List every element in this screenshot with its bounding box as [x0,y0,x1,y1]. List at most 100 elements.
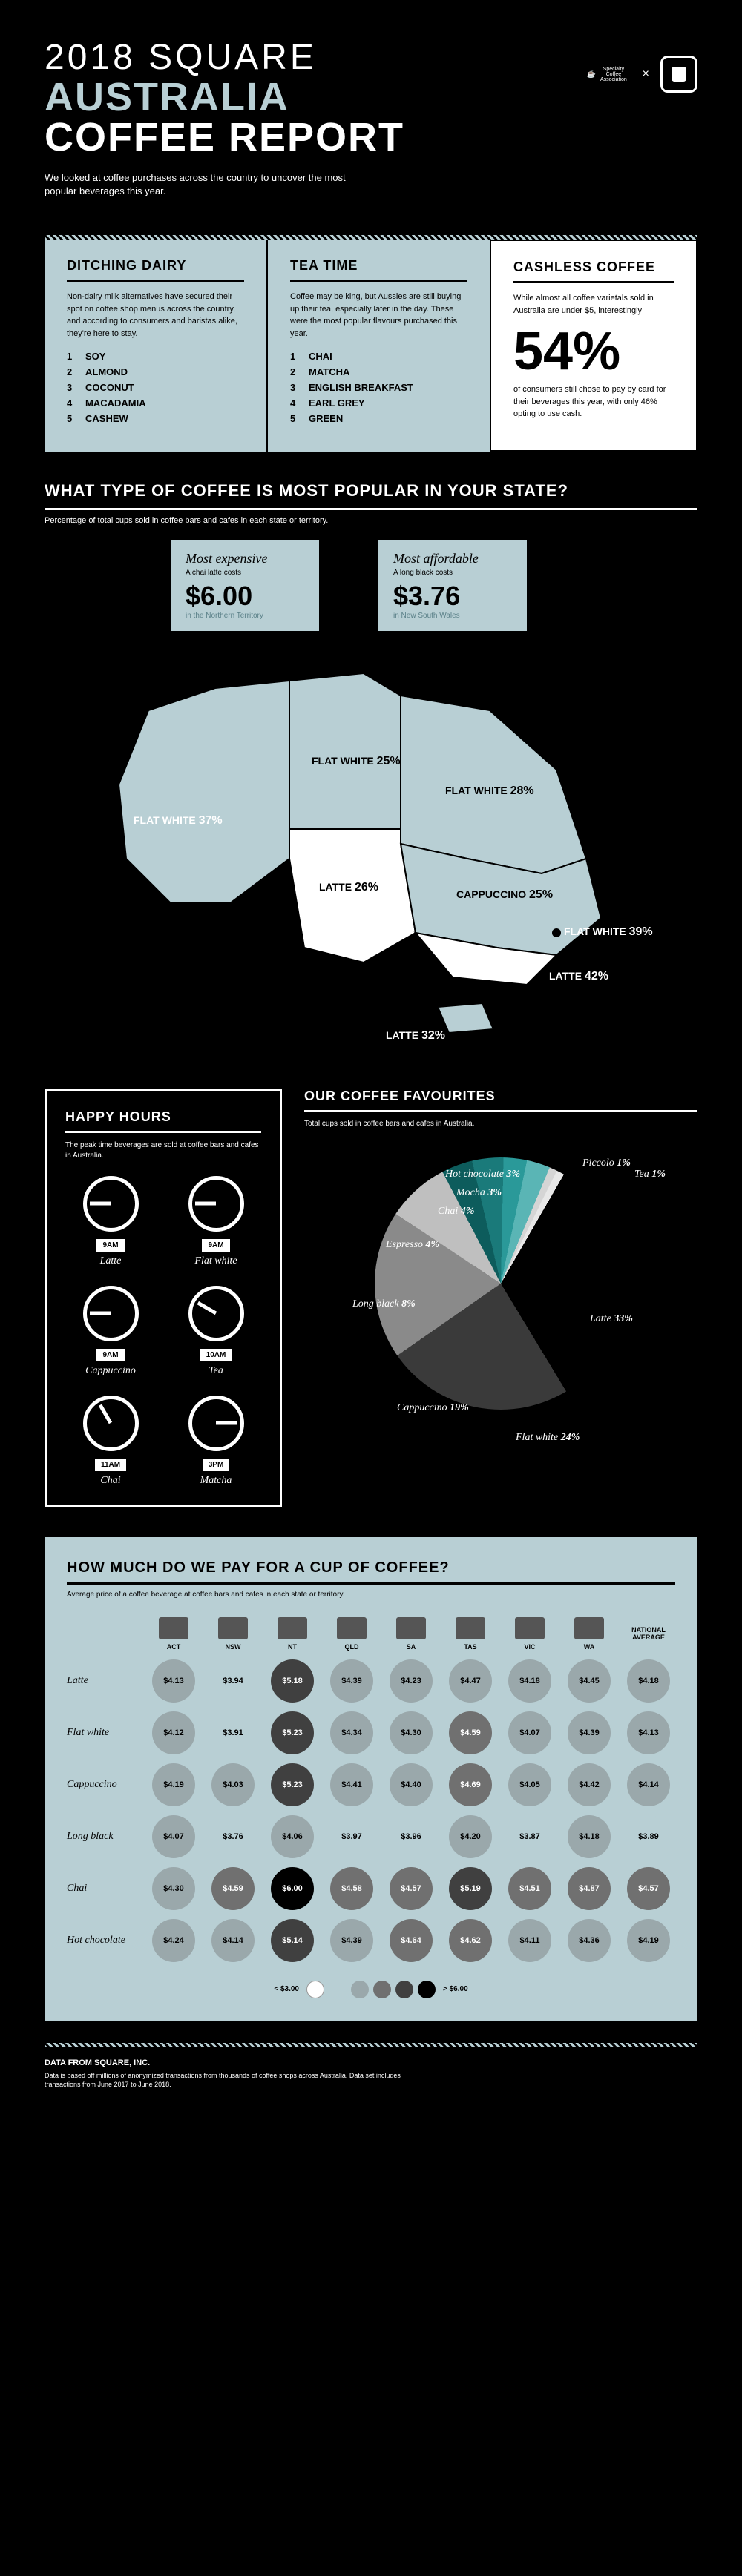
row-label: Hot chocolate [67,1935,141,1946]
price-dot: $4.18 [627,1659,670,1703]
list-item: 2MATCHA [290,366,467,377]
state-header: QLD [325,1617,378,1651]
price-dot: $4.45 [568,1659,611,1703]
dairy-box: DITCHING DAIRY Non-dairy milk alternativ… [45,240,266,451]
clock-item: 9AMCappuccino [65,1286,156,1377]
price-dot: $4.39 [568,1711,611,1754]
price-dot: $5.19 [449,1867,492,1910]
price-dot: $4.18 [568,1815,611,1858]
price-dot: $4.59 [449,1711,492,1754]
price-dot: $4.34 [330,1711,373,1754]
map-label: FLAT WHITE 39% [564,925,653,939]
state-header: NT [266,1617,319,1651]
price-dot: $4.64 [390,1919,433,1962]
callout-affordable: Most affordable A long black costs $3.76… [378,540,527,631]
price-dot: $4.05 [508,1763,551,1806]
legend-dot [329,1981,347,1998]
state-header: SA [384,1617,438,1651]
price-dot: $4.11 [508,1919,551,1962]
price-dot: $4.51 [508,1867,551,1910]
row-label: Cappuccino [67,1779,141,1791]
map-label: LATTE 26% [319,881,378,894]
mid-section: HAPPY HOURS The peak time beverages are … [45,1089,697,1507]
logos: ☕Specialty Coffee Association × [587,52,697,96]
price-dot: $4.07 [152,1815,195,1858]
pie-chart: Piccolo 1%Tea 1%Hot chocolate 3%Mocha 3%… [323,1157,679,1469]
price-dot: $4.20 [449,1815,492,1858]
price-dot: $5.14 [271,1919,314,1962]
title-1: 2018 SQUARE [45,37,404,78]
happy-title: HAPPY HOURS [65,1109,261,1133]
map-label: FLAT WHITE 37% [134,814,223,828]
list-item: 3COCONUT [67,382,244,393]
pie-label: Flat white 24% [516,1432,580,1444]
price-dot: $4.18 [508,1659,551,1703]
happy-hours-box: HAPPY HOURS The peak time beverages are … [45,1089,282,1507]
legend-dot [306,1981,324,1998]
clock-item: 9AMLatte [65,1176,156,1267]
price-dot: $3.96 [390,1815,433,1858]
subtitle: We looked at coffee purchases across the… [45,171,356,198]
price-dot: $4.42 [568,1763,611,1806]
favourites-box: OUR COFFEE FAVOURITES Total cups sold in… [304,1089,697,1507]
pie-label: Mocha 3% [456,1187,502,1199]
price-dot: $3.89 [627,1815,670,1858]
title-3: COFFEE REPORT [45,114,404,160]
price-dot: $4.14 [627,1763,670,1806]
price-dot: $4.39 [330,1659,373,1703]
legend-dot [395,1981,413,1998]
state-header: TAS [444,1617,497,1651]
price-dot: $6.00 [271,1867,314,1910]
map-label: FLAT WHITE 25% [312,755,401,768]
state-header: WA [562,1617,616,1651]
legend-dot [351,1981,369,1998]
tea-title: TEA TIME [290,258,467,282]
price-dot: $4.30 [390,1711,433,1754]
header: 2018 SQUARE AUSTRALIA COFFEE REPORT We l… [0,0,742,220]
tea-box: TEA TIME Coffee may be king, but Aussies… [266,240,490,451]
row-label: Flat white [67,1727,141,1739]
square-logo [660,56,697,93]
price-dot: $3.76 [211,1815,255,1858]
clock-item: 9AMFlat white [171,1176,261,1267]
price-dot: $4.40 [390,1763,433,1806]
price-dot: $4.47 [449,1659,492,1703]
list-item: 1SOY [67,351,244,362]
footer-stripes [45,2043,697,2047]
price-dot: $4.69 [449,1763,492,1806]
map-title: WHAT TYPE OF COFFEE IS MOST POPULAR IN Y… [45,481,697,510]
cashless-text2: of consumers still chose to pay by card … [513,383,674,420]
price-dot: $4.30 [152,1867,195,1910]
price-dot: $4.57 [390,1867,433,1910]
row-label: Long black [67,1831,141,1843]
price-dot: $4.62 [449,1919,492,1962]
map-label: FLAT WHITE 28% [445,785,534,798]
price-dot: $4.14 [211,1919,255,1962]
price-dot: $4.57 [627,1867,670,1910]
price-dot: $3.94 [211,1659,255,1703]
cashless-title: CASHLESS COFFEE [513,260,674,283]
legend-dot [373,1981,391,1998]
price-dot: $4.41 [330,1763,373,1806]
clock-item: 11AMChai [65,1396,156,1487]
price-dot: $4.19 [627,1919,670,1962]
price-dot: $4.23 [390,1659,433,1703]
state-header: ACT [147,1617,200,1651]
state-header: VIC [503,1617,556,1651]
pie-label: Hot chocolate 3% [445,1169,520,1180]
clock-item: 10AMTea [171,1286,261,1377]
legend-dot [418,1981,436,1998]
map-label: LATTE 42% [549,970,608,983]
state-header: NATIONAL AVERAGE [622,1626,675,1641]
price-dot: $4.12 [152,1711,195,1754]
state-header: NSW [206,1617,260,1651]
list-item: 2ALMOND [67,366,244,377]
price-dot: $5.23 [271,1711,314,1754]
callout-expensive: Most expensive A chai latte costs $6.00 … [171,540,319,631]
price-sub: Average price of a coffee beverage at co… [67,1591,675,1599]
list-item: 5GREEN [290,413,467,424]
map-label: CAPPUCCINO 25% [456,888,553,902]
price-dot: $4.03 [211,1763,255,1806]
list-item: 4MACADAMIA [67,397,244,409]
pie-label: Espresso 4% [386,1239,439,1251]
